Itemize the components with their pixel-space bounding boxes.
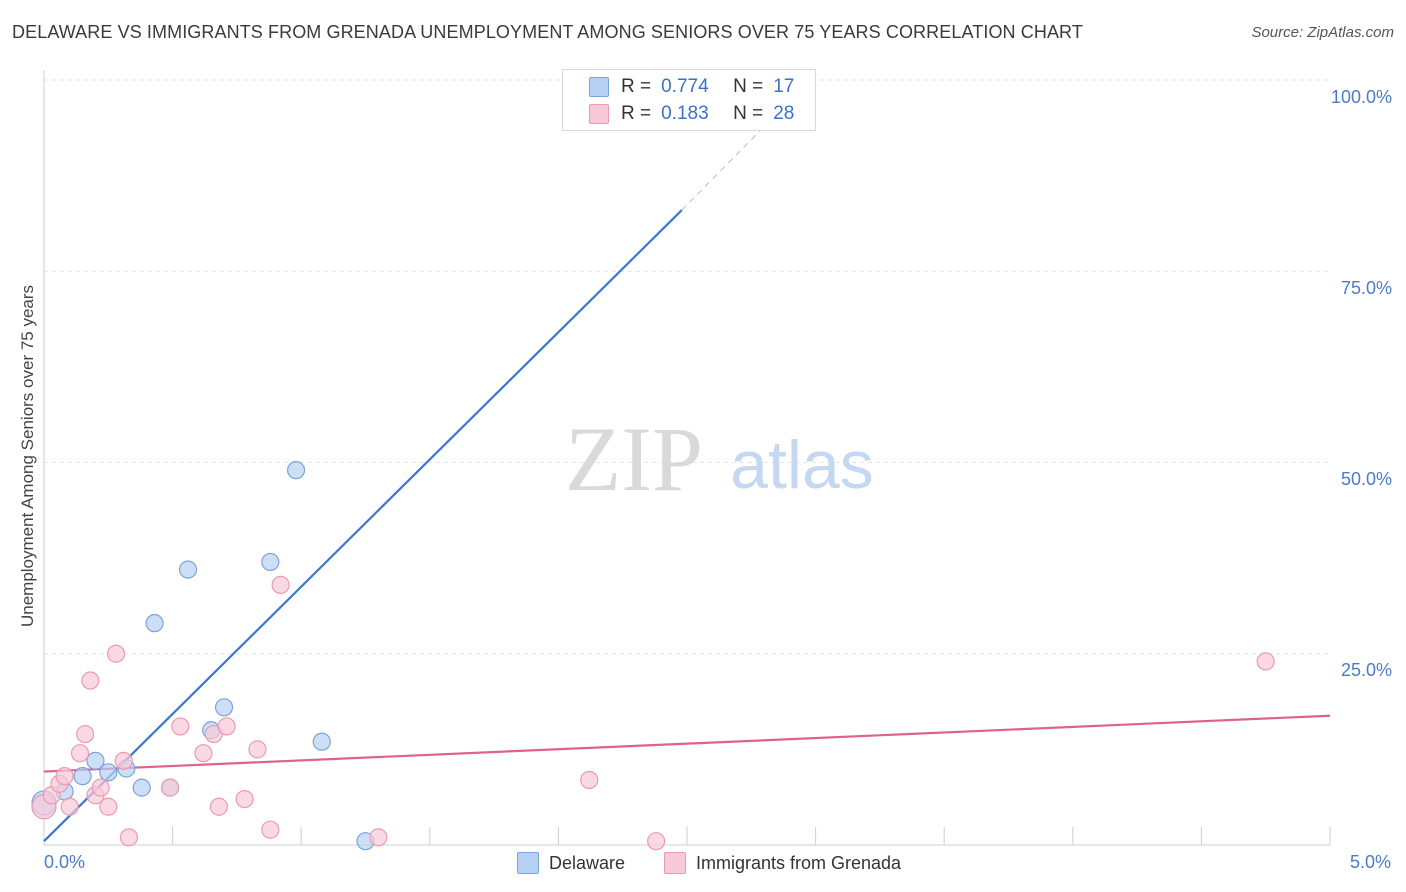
point-delaware	[312, 732, 331, 751]
x-tick-label-max: 5.0%	[1350, 852, 1392, 872]
legend-swatch-blue	[589, 77, 609, 97]
point-delaware	[73, 767, 92, 786]
trend-line-grenada	[43, 714, 1331, 773]
point-grenada	[60, 797, 79, 816]
x-tick-label-min: 0.0%	[44, 852, 86, 872]
point-grenada	[271, 575, 290, 595]
point-grenada	[119, 828, 138, 847]
point-grenada	[194, 744, 213, 763]
y-axis-label: Unemployment Among Seniors over 75 years	[18, 284, 37, 628]
y-tick-label-100: 100.0%	[1330, 87, 1392, 107]
point-grenada	[217, 717, 236, 736]
bottom-legend-swatch-pink	[664, 852, 686, 874]
point-grenada	[76, 724, 95, 744]
legend-r-label: R =	[621, 76, 652, 97]
watermark: ZIP atlas	[565, 408, 874, 510]
bottom-legend-swatch-blue	[517, 852, 539, 874]
y-tick-label-75: 75.0%	[1340, 278, 1392, 298]
bottom-legend-delaware: Delaware	[517, 852, 625, 874]
point-delaware	[261, 552, 280, 572]
bottom-legend-label-delaware: Delaware	[549, 852, 626, 873]
point-delaware	[145, 614, 164, 633]
bottom-legend-grenada: Immigrants from Grenada	[664, 852, 901, 874]
point-grenada	[55, 767, 74, 786]
point-grenada	[209, 797, 228, 816]
point-grenada	[580, 770, 599, 790]
watermark-atlas: atlas	[730, 427, 874, 503]
point-delaware	[99, 763, 118, 782]
point-grenada	[248, 740, 267, 759]
stats-legend: R = 0.774 N = 17 R = 0.183 N = 28	[562, 69, 816, 131]
legend-n-value-grenada: 28	[773, 103, 795, 124]
point-grenada	[647, 832, 666, 851]
legend-r-label: R =	[621, 103, 652, 124]
data-points	[31, 78, 1275, 851]
point-grenada	[369, 828, 388, 847]
trend-line-delaware	[43, 209, 683, 842]
point-grenada	[81, 671, 100, 690]
point-grenada	[99, 797, 118, 816]
axes	[43, 70, 1331, 846]
point-delaware	[214, 698, 234, 717]
point-delaware	[286, 461, 306, 480]
point-delaware	[132, 778, 151, 797]
point-grenada	[171, 717, 190, 736]
legend-swatch-pink	[589, 104, 609, 124]
legend-r-value-grenada: 0.183	[661, 103, 709, 124]
point-grenada	[114, 751, 133, 770]
point-grenada	[261, 820, 280, 839]
y-tick-label-50: 50.0%	[1340, 469, 1392, 489]
point-delaware	[178, 560, 198, 579]
point-grenada	[70, 744, 90, 763]
point-grenada	[91, 778, 110, 797]
y-tick-label-25: 25.0%	[1340, 660, 1392, 680]
legend-r-value-delaware: 0.774	[661, 76, 709, 97]
point-grenada	[106, 644, 126, 663]
chart-title: DELAWARE VS IMMIGRANTS FROM GRENADA UNEM…	[12, 22, 1083, 42]
legend-row-delaware: R = 0.774 N = 17	[563, 74, 794, 100]
gridlines	[44, 79, 1330, 655]
point-grenada	[1256, 652, 1275, 671]
legend-n-value-delaware: 17	[773, 76, 795, 97]
point-delaware	[86, 751, 105, 770]
source-label: Source: ZipAtlas.com	[1251, 24, 1394, 41]
watermark-zip: ZIP	[565, 408, 703, 510]
point-grenada	[235, 789, 254, 809]
legend-n-label: N =	[733, 103, 764, 124]
point-grenada	[160, 778, 180, 797]
legend-n-label: N =	[733, 76, 764, 97]
legend-row-grenada: R = 0.183 N = 28	[563, 101, 794, 127]
bottom-legend-label-grenada: Immigrants from Grenada	[696, 852, 902, 873]
